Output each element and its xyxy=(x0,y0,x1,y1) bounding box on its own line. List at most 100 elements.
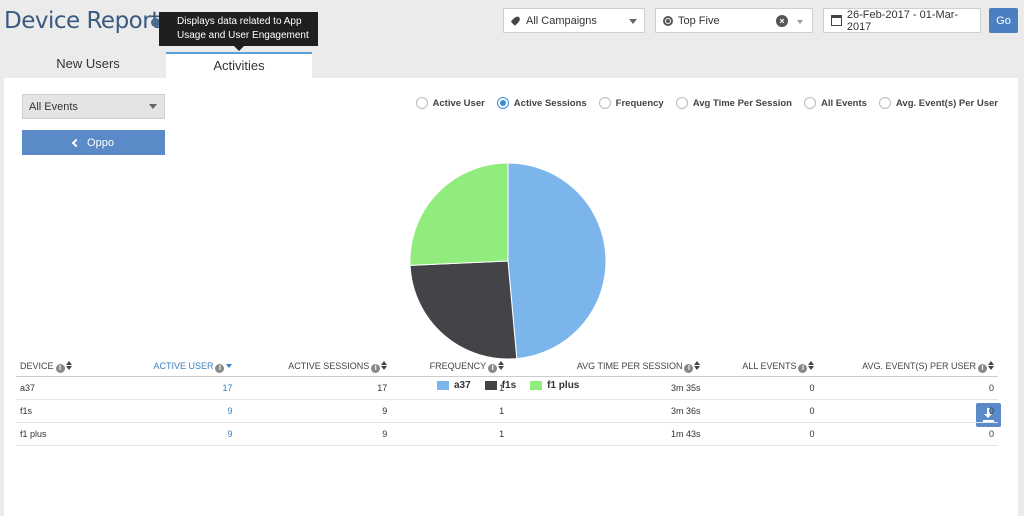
metric-label: Avg. Event(s) Per User xyxy=(895,97,998,109)
metric-radio-group: Active User Active Sessions Frequency Av… xyxy=(415,97,998,109)
cell-all-events: 0 xyxy=(704,399,819,423)
back-button-label: Oppo xyxy=(87,136,114,149)
metric-option-all-events[interactable]: All Events xyxy=(803,97,867,109)
cell-active-user[interactable]: 17 xyxy=(149,376,237,400)
radio-icon xyxy=(803,97,816,109)
col-label: Avg. Event(s) Per User xyxy=(862,360,976,371)
sort-icon xyxy=(988,360,994,370)
chevron-down-icon xyxy=(149,104,157,109)
cell-frequency: 1 xyxy=(391,376,509,400)
sort-desc-icon xyxy=(226,363,233,368)
chevron-down-icon xyxy=(629,19,637,24)
radio-icon xyxy=(598,97,611,109)
info-icon[interactable]: i xyxy=(55,363,65,373)
col-label: Frequency xyxy=(429,360,487,371)
metric-option-avg-time[interactable]: Avg Time Per Session xyxy=(675,97,792,109)
info-icon[interactable]: i xyxy=(978,363,987,373)
sort-icon xyxy=(808,360,815,370)
cell-avg-time: 3m 36s xyxy=(508,399,705,423)
info-icon[interactable]: i xyxy=(488,363,498,373)
cell-all-events: 0 xyxy=(704,422,819,446)
cell-all-events: 0 xyxy=(704,376,819,400)
radio-icon xyxy=(675,97,688,109)
metric-label: Active User xyxy=(432,97,485,109)
cell-frequency: 1 xyxy=(391,422,509,446)
sort-icon xyxy=(694,360,701,370)
col-active-sessions[interactable]: Active Sessions i xyxy=(236,358,392,377)
cell-avg-events: 0 xyxy=(818,399,998,423)
info-icon[interactable] xyxy=(151,18,160,27)
col-label: Avg Time Per Session xyxy=(576,360,683,371)
col-all-events[interactable]: All Events i xyxy=(704,358,819,377)
report-panel: All Events Oppo Active User Active Sessi… xyxy=(4,78,1018,516)
back-button[interactable]: Oppo xyxy=(22,130,165,155)
top-select[interactable]: Top Five × xyxy=(655,8,813,33)
col-label: All Events xyxy=(742,360,797,371)
radio-selected-icon xyxy=(496,97,509,109)
cell-active-sessions: 9 xyxy=(236,399,392,423)
metric-option-frequency[interactable]: Frequency xyxy=(598,97,664,109)
campaign-select-value: All Campaigns xyxy=(526,14,597,27)
info-icon[interactable]: i xyxy=(684,363,694,373)
chevron-down-icon xyxy=(797,20,803,24)
tooltip: Displays data related to App Usage and U… xyxy=(159,12,318,51)
device-table: Device i Active User i Active Sessions i Fr… xyxy=(16,358,998,446)
page-title: Device Report xyxy=(4,8,160,34)
sort-icon xyxy=(65,360,72,370)
cell-avg-events: 0 xyxy=(818,376,998,400)
col-label: Active User xyxy=(153,360,214,371)
pie-slice-f1s[interactable] xyxy=(409,260,518,360)
metric-label: Frequency xyxy=(615,97,664,109)
sort-icon xyxy=(381,360,388,370)
sort-icon xyxy=(498,360,505,370)
table-header-row: Device i Active User i Active Sessions i Fr… xyxy=(16,358,998,377)
cell-avg-events: 0 xyxy=(818,422,998,446)
tab-activities[interactable]: Activities xyxy=(166,52,312,79)
cell-avg-time: 1m 43s xyxy=(508,422,705,446)
go-button[interactable]: Go xyxy=(989,8,1018,33)
tab-new-users[interactable]: New Users xyxy=(56,56,120,71)
rocket-icon xyxy=(511,16,521,26)
campaign-select[interactable]: All Campaigns xyxy=(503,8,645,33)
date-range-value: 26-Feb-2017 - 01-Mar-2017 xyxy=(846,8,959,33)
target-icon xyxy=(663,15,673,26)
metric-option-avg-events[interactable]: Avg. Event(s) Per User xyxy=(878,97,998,109)
pie-slice-f1-plus[interactable] xyxy=(409,162,509,266)
col-avg-time[interactable]: Avg Time Per Session i xyxy=(508,358,705,377)
table-row: f1 plus 9 9 1 1m 43s 0 0 xyxy=(16,422,998,446)
cell-active-sessions: 9 xyxy=(236,422,392,446)
col-frequency[interactable]: Frequency i xyxy=(391,358,509,377)
col-avg-events[interactable]: Avg. Event(s) Per User i xyxy=(818,358,998,377)
cell-device: f1 plus xyxy=(16,422,150,446)
col-label: Active Sessions xyxy=(288,360,370,371)
table-row: f1s 9 9 1 3m 36s 0 0 xyxy=(16,399,998,423)
col-device[interactable]: Device i xyxy=(16,358,150,377)
clear-icon[interactable]: × xyxy=(776,15,788,27)
pie-chart xyxy=(409,162,607,360)
events-select[interactable]: All Events xyxy=(22,94,165,119)
calendar-icon xyxy=(831,15,842,26)
cell-active-sessions: 17 xyxy=(236,376,392,400)
radio-icon xyxy=(878,97,891,109)
cell-active-user[interactable]: 9 xyxy=(149,399,237,423)
date-range-picker[interactable]: 26-Feb-2017 - 01-Mar-2017 xyxy=(823,8,981,33)
events-select-value: All Events xyxy=(29,100,78,113)
metric-label: Avg Time Per Session xyxy=(692,97,792,109)
col-active-user[interactable]: Active User i xyxy=(149,358,237,377)
top-select-value: Top Five xyxy=(678,14,720,27)
metric-label: All Events xyxy=(820,97,867,109)
table-row: a37 17 17 1 3m 35s 0 0 xyxy=(16,376,998,400)
radio-icon xyxy=(415,97,428,109)
metric-option-active-sessions[interactable]: Active Sessions xyxy=(496,97,587,109)
cell-avg-time: 3m 35s xyxy=(508,376,705,400)
cell-frequency: 1 xyxy=(391,399,509,423)
info-icon[interactable]: i xyxy=(798,363,808,373)
pie-slice-a37[interactable] xyxy=(507,162,607,360)
metric-option-active-user[interactable]: Active User xyxy=(415,97,485,109)
metric-label: Active Sessions xyxy=(513,97,587,109)
cell-device: a37 xyxy=(16,376,150,400)
cell-active-user[interactable]: 9 xyxy=(149,422,237,446)
info-icon[interactable]: i xyxy=(371,363,381,373)
info-icon[interactable]: i xyxy=(215,363,225,373)
cell-device: f1s xyxy=(16,399,150,423)
